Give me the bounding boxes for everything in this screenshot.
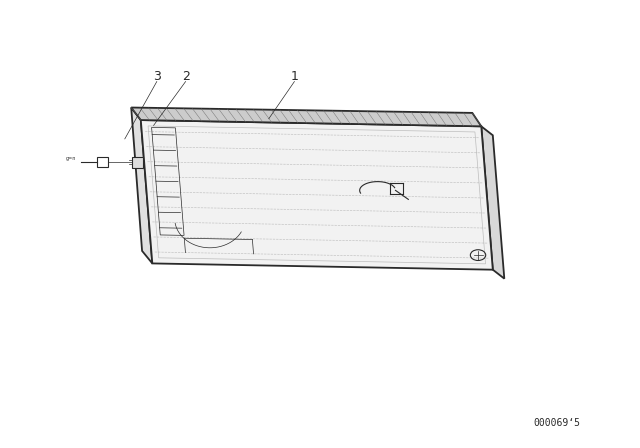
Polygon shape <box>481 126 504 279</box>
Bar <box>97 157 108 167</box>
Bar <box>132 157 143 168</box>
Text: 3: 3 <box>153 69 161 83</box>
Polygon shape <box>131 108 481 126</box>
Text: g=n: g=n <box>66 156 76 161</box>
Text: 000069‘5: 000069‘5 <box>533 418 580 428</box>
Text: 1: 1 <box>291 69 298 83</box>
Text: 2: 2 <box>182 69 189 83</box>
Polygon shape <box>131 108 152 263</box>
Polygon shape <box>141 120 493 270</box>
